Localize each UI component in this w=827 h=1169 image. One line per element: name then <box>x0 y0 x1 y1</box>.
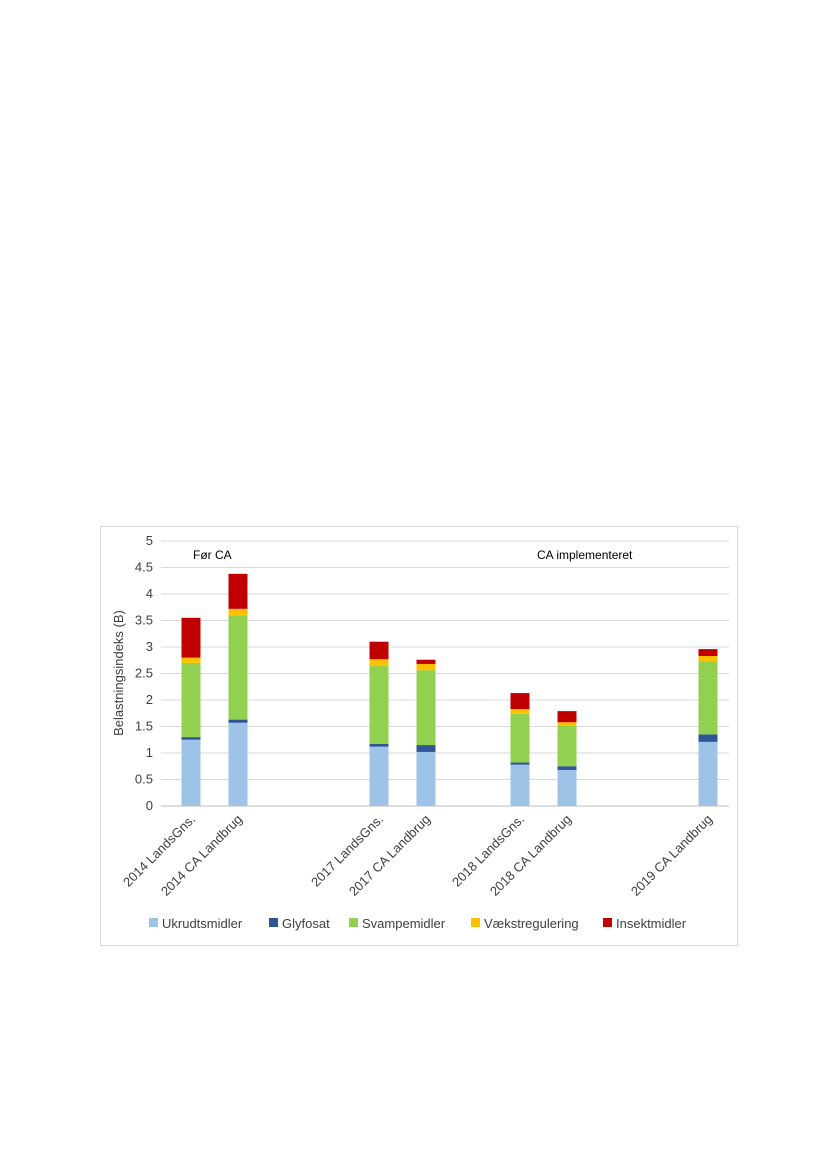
bar-segment <box>557 769 577 806</box>
bar-segment <box>416 751 436 806</box>
bar-segment <box>228 573 248 609</box>
bar-segment <box>228 615 248 720</box>
x-tick-label: 2018 CA Landbrug <box>487 812 574 899</box>
bar-segment <box>698 649 718 657</box>
legend-label: Svampemidler <box>362 916 446 931</box>
legend-swatch <box>269 918 278 927</box>
legend-label: Insektmidler <box>616 916 687 931</box>
y-tick-label: 2.5 <box>135 666 153 681</box>
legend-label: Ukrudtsmidler <box>162 916 243 931</box>
legend: Ukrudtsmidler Glyfosat Svampemidler Vækstre… <box>149 916 687 931</box>
bar-segment <box>510 693 530 710</box>
y-tick-label: 3.5 <box>135 613 153 628</box>
annotation-before-ca: Før CA <box>193 548 232 562</box>
legend-swatch <box>149 918 158 927</box>
bar-segment <box>416 745 436 752</box>
y-tick-label: 1.5 <box>135 719 153 734</box>
x-tick-labels: 2014 LandsGns.2014 CA Landbrug 2017 Lands… <box>120 812 715 899</box>
bar-segment <box>510 762 530 765</box>
bar-segment <box>557 711 577 723</box>
annotation-ca-implemented: CA implementeret <box>537 548 633 562</box>
y-tick-label: 4.5 <box>135 560 153 575</box>
bar-segment <box>369 641 389 660</box>
y-tick-label: 1 <box>146 745 153 760</box>
bar-segment <box>181 662 201 738</box>
bar-segment <box>369 666 389 744</box>
x-tick-label: 2017 CA Landbrug <box>346 812 433 899</box>
legend-label: Vækstregulering <box>484 916 579 931</box>
y-tick-label: 0.5 <box>135 772 153 787</box>
legend-label: Glyfosat <box>282 916 330 931</box>
bar-segment <box>369 659 389 667</box>
y-axis-title: Belastningsindeks (B) <box>111 610 126 736</box>
bar-segment <box>228 719 248 723</box>
bar-segment <box>228 608 248 616</box>
x-tick-label: 2014 CA Landbrug <box>158 812 245 899</box>
legend-swatch <box>349 918 358 927</box>
bar-segment <box>181 617 201 658</box>
legend-swatch <box>471 918 480 927</box>
bar-segment <box>557 725 577 767</box>
gridlines <box>161 540 729 807</box>
bar-segment <box>369 743 389 747</box>
bars <box>181 573 718 806</box>
bar-segment <box>698 661 718 735</box>
legend-swatch <box>603 918 612 927</box>
bar-segment <box>510 709 530 714</box>
stacked-bar-chart: 0 0.5 1 1.5 2 2.5 3 3.5 4 4.5 5 2014 LandsGns.2014… <box>111 533 729 931</box>
bar-segment <box>510 764 530 806</box>
y-tick-labels: 0 0.5 1 1.5 2 2.5 3 3.5 4 4.5 5 <box>135 533 153 813</box>
bar-segment <box>181 737 201 740</box>
bar-segment <box>557 766 577 770</box>
bar-segment <box>181 739 201 806</box>
chart-frame: 0 0.5 1 1.5 2 2.5 3 3.5 4 4.5 5 2014 LandsGns. 2014… <box>100 526 738 946</box>
bar-segment <box>416 659 436 664</box>
bar-segment <box>698 656 718 662</box>
bar-segment <box>416 663 436 671</box>
y-tick-label: 5 <box>146 533 153 548</box>
y-tick-label: 4 <box>146 586 153 601</box>
bar-segment <box>698 734 718 742</box>
bar-segment <box>228 722 248 806</box>
y-tick-label: 3 <box>146 639 153 654</box>
bar-segment <box>181 657 201 663</box>
bar-segment <box>510 713 530 763</box>
bar-segment <box>557 722 577 726</box>
y-tick-label: 2 <box>146 692 153 707</box>
x-tick-label: 2019 CA Landbrug <box>628 812 715 899</box>
bar-segment <box>698 741 718 806</box>
y-tick-label: 0 <box>146 798 153 813</box>
bar-segment <box>416 670 436 746</box>
bar-segment <box>369 746 389 806</box>
